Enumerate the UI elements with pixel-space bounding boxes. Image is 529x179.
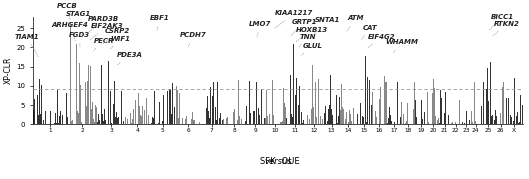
- Text: LMO7: LMO7: [249, 21, 271, 37]
- Text: WIF1: WIF1: [110, 36, 131, 49]
- Text: TIAM1: TIAM1: [15, 34, 39, 57]
- Text: TNN: TNN: [299, 34, 316, 47]
- Text: CSRP2: CSRP2: [104, 28, 130, 44]
- Text: FGD3: FGD3: [69, 32, 90, 47]
- Text: SNTA1: SNTA1: [314, 17, 341, 34]
- Text: STAG1: STAG1: [66, 11, 91, 26]
- Text: HOXB13: HOXB13: [296, 26, 329, 42]
- Text: RTKN2: RTKN2: [493, 21, 519, 36]
- Text: EBF1: EBF1: [149, 16, 169, 31]
- Text: PARD3B: PARD3B: [87, 16, 119, 34]
- Text: GRTP1: GRTP1: [290, 19, 317, 36]
- Text: PCCB: PCCB: [57, 3, 77, 20]
- Text: ARHGEF4: ARHGEF4: [51, 22, 88, 41]
- Text: EIF4G2: EIF4G2: [368, 34, 396, 48]
- Text: WHAMM: WHAMM: [385, 39, 418, 53]
- Text: GLUL: GLUL: [302, 43, 323, 55]
- Text: BICC1: BICC1: [489, 14, 514, 30]
- Text: EIF2AK3: EIF2AK3: [90, 23, 123, 40]
- Text: CAT: CAT: [362, 25, 378, 39]
- Text: OUE: OUE: [279, 157, 299, 166]
- Y-axis label: XP-CLR: XP-CLR: [4, 57, 13, 84]
- Text: versus: versus: [264, 157, 292, 166]
- Text: PCDH7: PCDH7: [180, 32, 207, 47]
- Text: PECR: PECR: [93, 38, 114, 51]
- Text: SFK: SFK: [260, 157, 278, 166]
- Text: KIAA1217: KIAA1217: [275, 10, 313, 28]
- Text: PDE3A: PDE3A: [117, 52, 143, 65]
- Text: ATM: ATM: [346, 16, 364, 32]
